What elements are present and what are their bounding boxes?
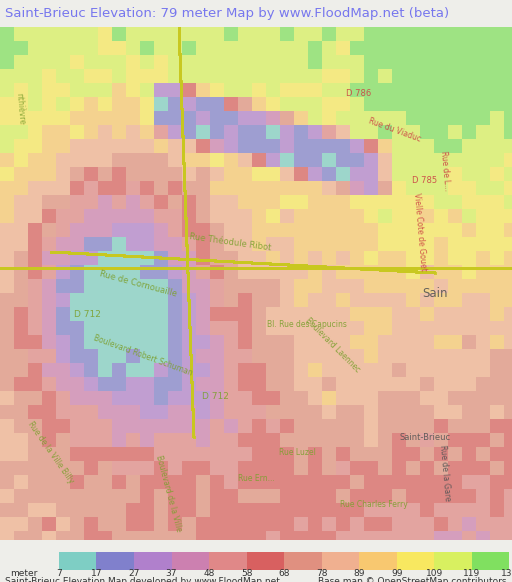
Text: 37: 37 [166, 569, 177, 578]
Text: Rue de la Gare: Rue de la Gare [438, 445, 453, 502]
Bar [134, 552, 172, 570]
Text: meter: meter [10, 569, 37, 578]
Text: 58: 58 [241, 569, 252, 578]
Text: 89: 89 [353, 569, 365, 578]
Bar [434, 552, 472, 570]
Text: 48: 48 [203, 569, 215, 578]
Text: D 712: D 712 [74, 310, 100, 319]
Text: D 712: D 712 [202, 392, 228, 401]
Text: Rue Charles Ferry: Rue Charles Ferry [340, 499, 408, 509]
Text: 109: 109 [425, 569, 443, 578]
Text: Rue Ern...: Rue Ern... [238, 474, 274, 483]
Bar [172, 552, 209, 570]
Text: Rue de L...: Rue de L... [439, 150, 452, 191]
Text: 99: 99 [391, 569, 402, 578]
Text: Boulevard Robert Schuman: Boulevard Robert Schuman [93, 333, 194, 378]
Bar [397, 552, 434, 570]
Text: Rue de Cornouaille: Rue de Cornouaille [98, 269, 178, 298]
Text: 78: 78 [316, 569, 328, 578]
Text: 7: 7 [56, 569, 62, 578]
Text: Rue du Viaduc: Rue du Viaduc [367, 116, 421, 143]
Text: Rue de la Ville Billy: Rue de la Ville Billy [27, 420, 76, 485]
Bar [284, 552, 322, 570]
Text: Bl. Rue des Capucins: Bl. Rue des Capucins [267, 320, 347, 329]
Text: Vielle Cote de Gouet: Vielle Cote de Gouet [412, 193, 428, 272]
Text: D 786: D 786 [346, 89, 371, 98]
Text: Saint-Brieuc: Saint-Brieuc [399, 433, 451, 442]
Text: Saint-Brieuc Elevation: 79 meter Map by www.FloodMap.net (beta): Saint-Brieuc Elevation: 79 meter Map by … [5, 7, 449, 20]
Bar [59, 552, 96, 570]
Text: D 785: D 785 [412, 176, 438, 186]
Bar [96, 552, 134, 570]
Text: 130: 130 [501, 569, 512, 578]
Text: 17: 17 [91, 569, 102, 578]
Text: Rue Luzel: Rue Luzel [279, 448, 315, 457]
Bar [472, 552, 509, 570]
Bar [247, 552, 284, 570]
Text: 119: 119 [463, 569, 481, 578]
Text: Sain: Sain [422, 288, 448, 300]
Text: 27: 27 [129, 569, 140, 578]
Text: Rue Théodule Ribot: Rue Théodule Ribot [189, 232, 272, 253]
Bar [322, 552, 359, 570]
Bar [359, 552, 397, 570]
Text: Boulevard Laennec: Boulevard Laennec [304, 316, 362, 374]
Text: nthièvre: nthièvre [15, 93, 26, 125]
Bar [209, 552, 247, 570]
Text: Boulevard de la Ville: Boulevard de la Ville [155, 455, 183, 533]
Text: Base map © OpenStreetMap contributors: Base map © OpenStreetMap contributors [318, 577, 507, 582]
Text: 68: 68 [279, 569, 290, 578]
Text: Saint-Brieuc Elevation Map developed by www.FloodMap.net: Saint-Brieuc Elevation Map developed by … [5, 577, 280, 582]
